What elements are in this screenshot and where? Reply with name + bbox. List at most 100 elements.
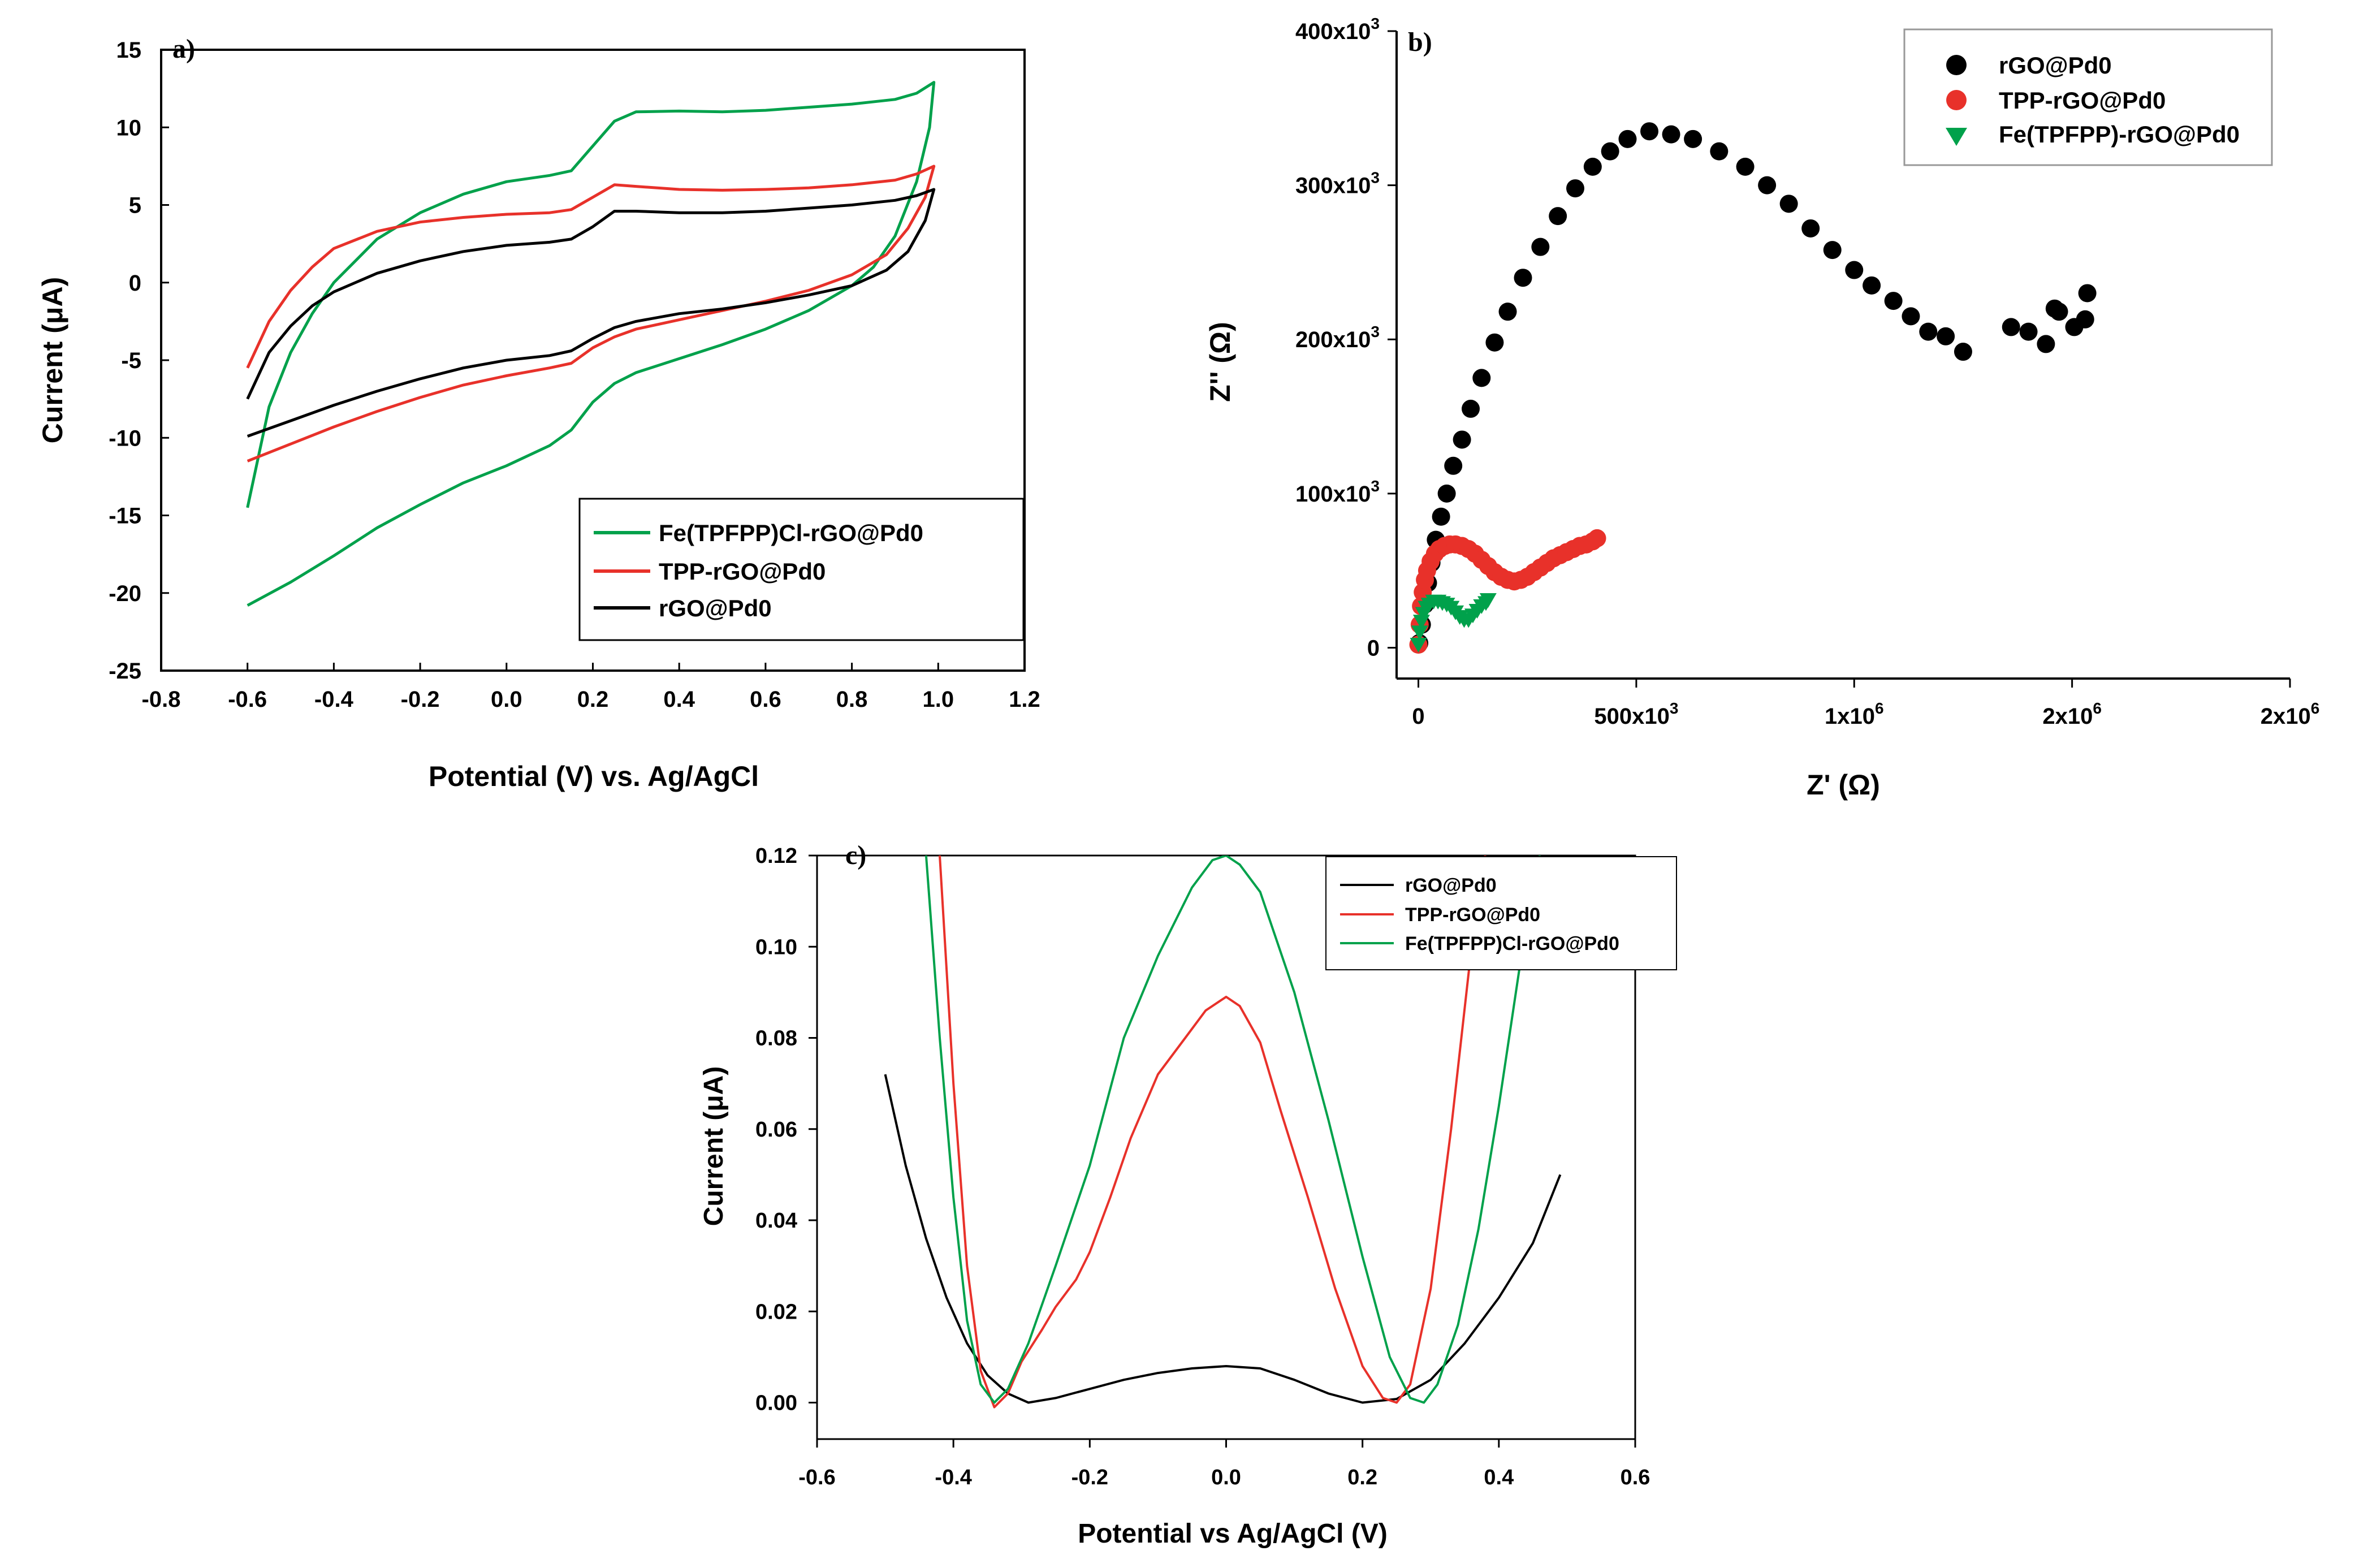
- panel-a-legend-label-0: Fe(TPFPP)Cl-rGO@Pd0: [659, 520, 923, 546]
- panel-c-series-line: [884, 1074, 1562, 1404]
- panel-c-x-tick-label: 0.6: [1621, 1466, 1650, 1489]
- panel-b-data-point: [1479, 593, 1497, 608]
- panel-b-data-point: [1779, 195, 1798, 213]
- panel-a-legend-label-1: TPP-rGO@Pd0: [659, 558, 826, 585]
- panel-b-letter: b): [1408, 27, 1432, 57]
- panel-b-legend-marker-1: [1946, 90, 1967, 110]
- panel-b-data-point: [1453, 430, 1471, 449]
- panel-b-x-tick-base: 0: [1412, 704, 1424, 729]
- panel-b-y-tick-base: 200x10: [1295, 327, 1371, 352]
- panel-b-y-tick-base: 400x10: [1295, 19, 1371, 44]
- panel-b-data-point: [2037, 335, 2055, 353]
- panel-b-y-axis-label: Z'' (Ω): [1204, 322, 1236, 402]
- panel-b-y-tick-exponent: 3: [1371, 15, 1380, 32]
- panel-b-data-point: [2078, 284, 2097, 303]
- panel-b-x-tick-exponent: 6: [1875, 699, 1884, 717]
- panel-b-data-point: [1801, 219, 1820, 237]
- panel-b-data-point: [1884, 292, 1903, 310]
- panel-c-x-tick-label: -0.6: [798, 1466, 835, 1489]
- panel-b-legend-marker-0: [1946, 55, 1967, 75]
- panel-c-x-tick-label: -0.2: [1071, 1466, 1108, 1489]
- panel-b-legend-label-0: rGO@Pd0: [1999, 52, 2112, 79]
- panel-b-x-tick-base: 1x10: [1825, 704, 1875, 729]
- panel-a-x-tick-label: 0.4: [663, 687, 695, 712]
- panel-b-data-point: [2019, 322, 2038, 341]
- panel-b-data-point: [1444, 456, 1463, 475]
- panel-c-legend-label-1: TPP-rGO@Pd0: [1405, 904, 1540, 926]
- panel-a-y-tick-label: -10: [109, 426, 141, 451]
- panel-b-x-tick-label: 0: [1412, 704, 1424, 729]
- panel-c-y-tick-label: 0.06: [755, 1118, 797, 1142]
- panel-a-x-tick-label: -0.6: [228, 687, 267, 712]
- panel-b-y-tick-base: 100x10: [1295, 482, 1371, 507]
- panel-c-legend: rGO@Pd0 TPP-rGO@Pd0 Fe(TPFPP)Cl-rGO@Pd0: [1325, 856, 1677, 970]
- panel-a-x-tick-label: -0.4: [314, 687, 354, 712]
- panel-b-data-point: [1863, 276, 1881, 295]
- panel-a-y-tick-label: -25: [109, 659, 141, 684]
- panel-b-x-axis: 0 500x103 1x106 2x106 2x106: [1412, 679, 2319, 729]
- panel-b-data-point: [1618, 129, 1637, 148]
- panel-b-data-point: [2050, 303, 2068, 321]
- panel-a-series: [246, 81, 936, 607]
- panel-c-x-axis-label: Potential vs Ag/AgCl (V): [1078, 1519, 1388, 1549]
- panel-b-data-point: [2002, 318, 2020, 336]
- panel-c-y-axis: 0.12 0.10 0.08 0.06 0.04 0.02 0.00: [755, 844, 817, 1415]
- panel-c-y-tick-label: 0.02: [755, 1300, 797, 1324]
- panel-a-y-tick-label: 0: [129, 271, 141, 296]
- panel-b-data-point: [1411, 625, 1428, 641]
- panel-b-data-point: [1845, 261, 1864, 279]
- panel-b-x-tick-exponent: 6: [2093, 699, 2102, 717]
- panel-a-y-axis: 15 10 5 0 -5 -10 -15 -20 -25: [109, 38, 169, 684]
- panel-b-data-point: [1410, 638, 1427, 653]
- panel-b-data-point: [1954, 343, 1972, 361]
- panel-c-x-tick-label: 0.4: [1484, 1466, 1514, 1489]
- panel-b-x-tick-exponent: 6: [2311, 699, 2320, 717]
- panel-a-x-tick-label: 1.0: [922, 687, 954, 712]
- panel-b-y-tick-base: 300x10: [1295, 174, 1371, 198]
- panel-b-nyquist-plot: b) 0 500x103 1x106 2x106 2x106 0100x103200x1…: [1204, 15, 2319, 801]
- panel-b-data-point: [1412, 615, 1430, 630]
- panel-a-y-tick-label: 15: [116, 38, 142, 63]
- panel-b-x-axis-label-text: Z' (Ω): [1807, 769, 1880, 801]
- panel-c-x-tick-label: 0.2: [1347, 1466, 1377, 1489]
- panel-b-x-tick-base: 2x10: [2042, 704, 2093, 729]
- panel-a-y-tick-label: -5: [121, 348, 141, 373]
- panel-a-legend-label-2: rGO@Pd0: [659, 595, 772, 621]
- panel-b-data-point: [1485, 333, 1504, 352]
- panel-b-legend-label-2: Fe(TPFPP)-rGO@Pd0: [1999, 121, 2240, 148]
- panel-b-series: [1409, 122, 2097, 654]
- panel-c-x-axis: -0.6 -0.4 -0.2 0.0 0.2 0.4 0.6: [798, 1439, 1650, 1489]
- panel-c-x-tick-label: -0.4: [935, 1466, 971, 1489]
- panel-b-data-point: [1640, 122, 1659, 141]
- panel-b-y-tick-base: 0: [1367, 636, 1380, 660]
- panel-b-y-tick-label: 400x103: [1295, 15, 1380, 44]
- panel-c-dpv: c) -0.6 -0.4 -0.2 0.0 0.2 0.4 0.6 0.12 0.10 0.08…: [699, 840, 1677, 1549]
- panel-b-x-tick-label: 500x103: [1594, 699, 1678, 729]
- panel-a-letter: a): [172, 34, 195, 64]
- panel-c-series: [884, 856, 1562, 1409]
- panel-b-legend: rGO@Pd0 TPP-rGO@Pd0 Fe(TPFPP)-rGO@Pd0: [1903, 28, 2273, 166]
- panel-b-data-point: [1432, 507, 1450, 526]
- panel-a-x-tick-label: 0.0: [491, 687, 522, 712]
- panel-a-x-tick-label: 0.8: [836, 687, 868, 712]
- panel-b-data-point: [1919, 322, 1938, 341]
- panel-b-data-point: [1498, 303, 1517, 321]
- panel-b-data-point: [1758, 176, 1777, 195]
- panel-c-series-line: [924, 856, 1541, 1404]
- panel-c-x-tick-label: 0.0: [1211, 1466, 1241, 1489]
- panel-c-legend-label-0: rGO@Pd0: [1405, 875, 1497, 896]
- panel-b-x-tick-base: 2x10: [2261, 704, 2311, 729]
- panel-a-legend-box: [578, 498, 1025, 641]
- panel-b-data-point: [1549, 207, 1567, 226]
- panel-a-y-tick-label: -20: [109, 581, 141, 606]
- panel-b-data-point: [1514, 269, 1532, 287]
- panel-a-series-line: [246, 81, 936, 607]
- panel-b-data-point: [1902, 307, 1920, 326]
- panel-b-x-tick-exponent: 3: [1670, 699, 1679, 717]
- panel-c-y-tick-label: 0.12: [755, 844, 797, 868]
- panel-b-legend-label-1: TPP-rGO@Pd0: [1999, 87, 2166, 114]
- panel-a-x-axis-label: Potential (V) vs. Ag/AgCl: [429, 761, 759, 792]
- panel-a-x-tick-label: 0.6: [750, 687, 781, 712]
- panel-c-y-tick-label: 0.04: [755, 1209, 797, 1233]
